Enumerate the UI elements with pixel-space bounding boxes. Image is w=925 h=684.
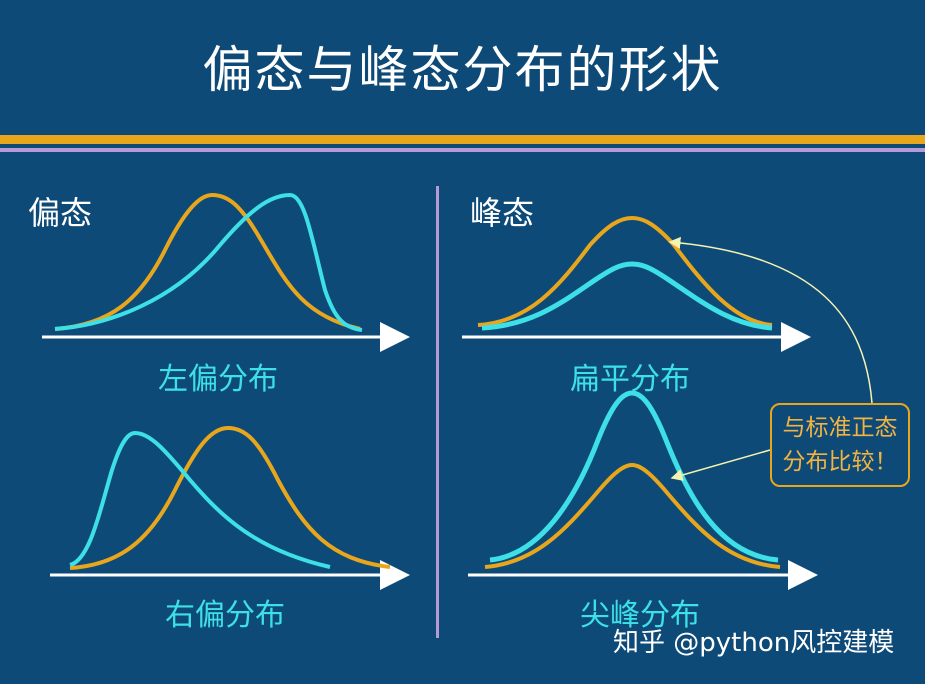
watermark: 知乎 @python风控建模 [613,628,895,658]
leptokurtic-plot [468,390,818,590]
callout-line-2: 分布比较！ [782,449,898,475]
platykurtic-curve-cyan [481,261,773,331]
title-underline-purple [0,148,925,152]
leptokurtic-caption: 尖峰分布 [580,598,700,633]
title-underline-orange [0,135,925,144]
right-skew-caption: 右偏分布 [165,598,285,633]
slide-title: 偏态与峰态分布的形状 [202,41,723,99]
leptokurtic-curve-cyan [489,390,779,563]
left-skewed-curve-cyan [54,192,363,332]
right-skewed-curve-cyan [69,430,331,569]
left-skew-caption: 左偏分布 [158,362,278,397]
callout-pointer-top [668,236,873,404]
right-skew-plot [50,425,410,590]
normal-curve-orange [69,425,391,570]
kurtosis-heading: 峰态 [470,194,535,232]
normal-curve-orange [477,215,773,327]
callout-pointer-bottom [670,449,771,481]
skewness-heading: 偏态 [28,194,93,232]
platykurtic-caption: 扁平分布 [570,362,690,397]
platykurtic-plot [462,215,811,352]
section-divider [436,186,439,638]
normal-curve-orange [54,192,361,331]
left-skew-plot [42,192,410,352]
callout-box: 与标准正态 分布比较！ [770,403,910,487]
normal-curve-orange [484,462,781,569]
callout-line-1: 与标准正态 [782,415,898,441]
